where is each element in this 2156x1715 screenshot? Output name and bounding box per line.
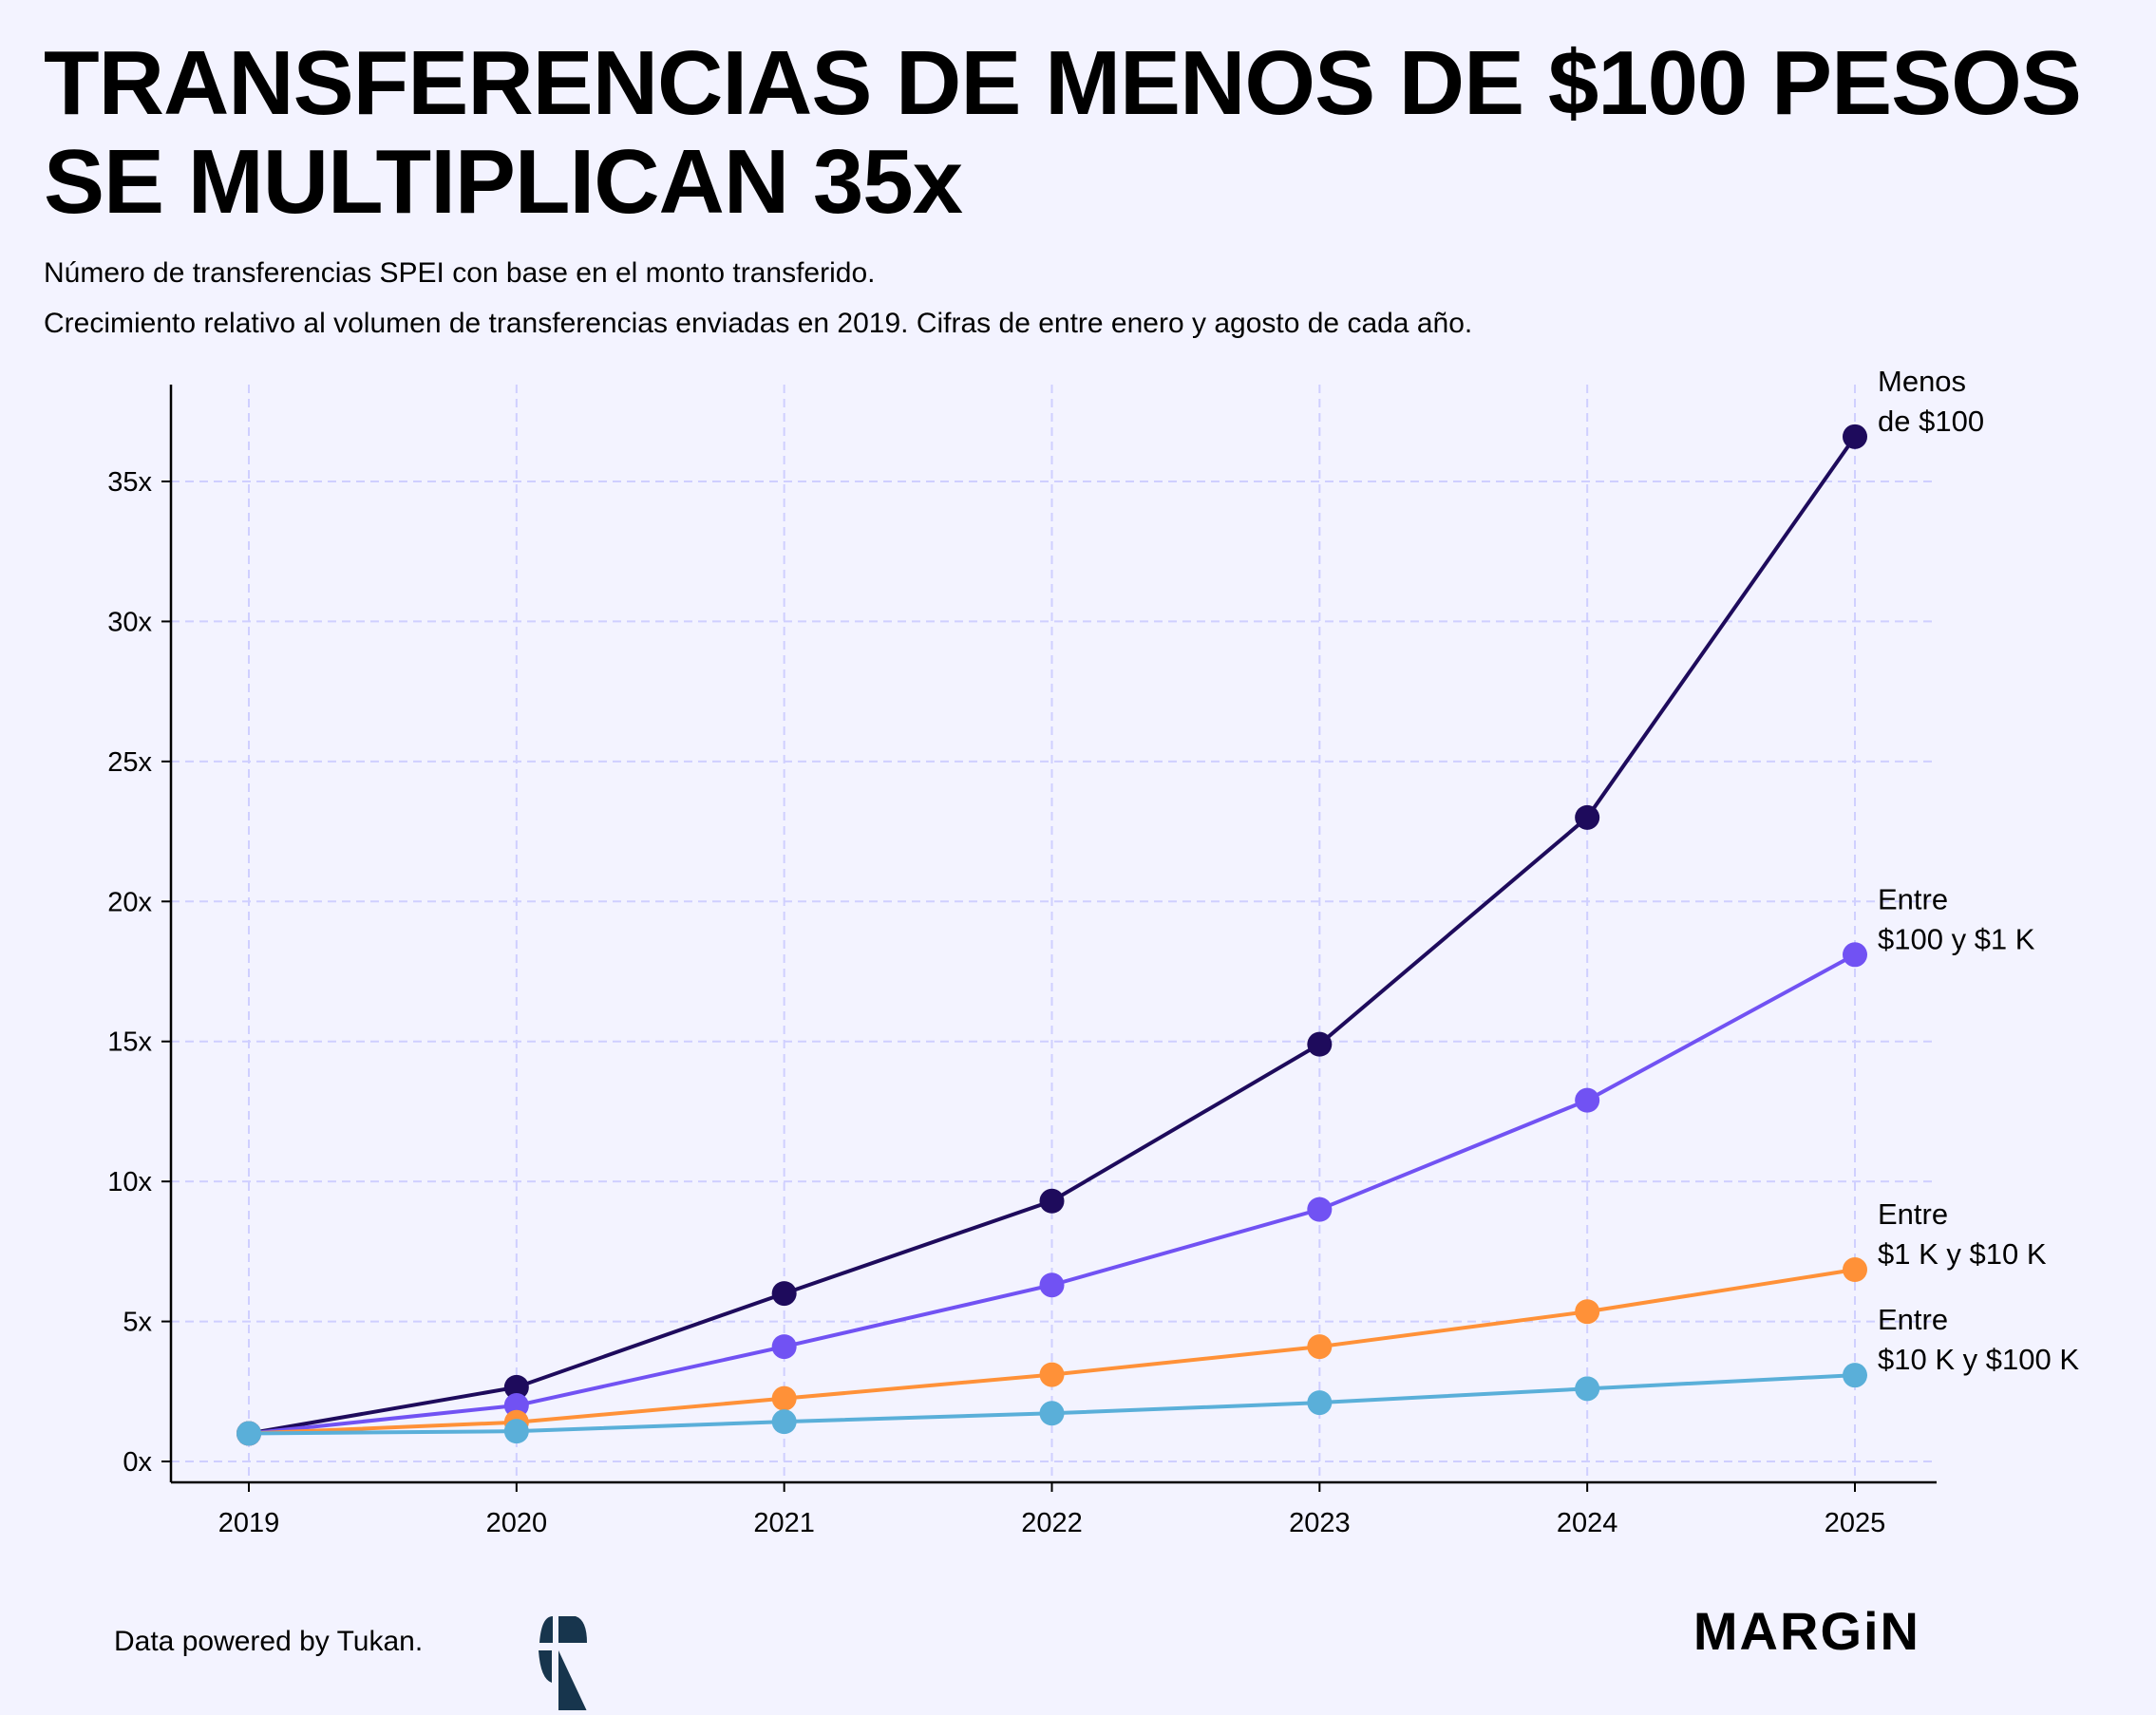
data-point <box>1307 1334 1333 1360</box>
subtitle-line-2: Crecimiento relativo al volumen de trans… <box>44 308 1472 339</box>
series-group: Menos de $100 Entre $100 y $1 K Entre $1 K y … <box>236 365 2079 1446</box>
series-1: Entre $100 y $1 K <box>236 882 2035 1446</box>
chart-title-line-2: SE MULTIPLICAN 35x <box>44 131 963 233</box>
data-point <box>503 1374 529 1400</box>
margin-logo: MARGiN <box>1693 1601 1920 1661</box>
y-tick-label: 0x <box>123 1447 152 1478</box>
series-label-line-2: $1 K y $10 K <box>1878 1237 2047 1271</box>
data-point <box>1575 1299 1600 1325</box>
data-point <box>771 1409 797 1435</box>
y-tick-label: 20x <box>107 887 152 917</box>
y-tick-label: 10x <box>107 1167 152 1197</box>
data-point <box>1307 1390 1333 1416</box>
series-0: Menos de $100 <box>236 365 1984 1446</box>
series-label-line-2: $100 y $1 K <box>1878 922 2035 955</box>
series-label-line-1: Entre <box>1878 882 1948 915</box>
x-tick-label: 2020 <box>486 1508 548 1538</box>
subtitle-line-1: Número de transferencias SPEI con base e… <box>44 257 875 289</box>
chart-title-line-1: TRANSFERENCIAS DE MENOS DE $100 PESOS <box>44 32 2081 134</box>
y-tick-label: 15x <box>107 1027 152 1058</box>
series-label-line-1: Entre <box>1878 1197 1948 1231</box>
x-tick-label: 2021 <box>753 1508 815 1538</box>
y-tick-label: 35x <box>107 467 152 498</box>
series-label-line-1: Entre <box>1878 1303 1948 1336</box>
data-point <box>503 1419 529 1444</box>
y-tick-label: 25x <box>107 747 152 778</box>
data-point <box>1575 1087 1600 1113</box>
data-point <box>1843 942 1867 968</box>
x-tick-label: 2022 <box>1021 1508 1083 1538</box>
data-point <box>771 1385 797 1411</box>
x-tick-label: 2019 <box>218 1508 280 1538</box>
data-point <box>1307 1197 1333 1222</box>
data-point <box>771 1334 797 1360</box>
tukan-logo-icon <box>539 1616 587 1715</box>
data-point <box>1843 1363 1867 1388</box>
series-label-line-2: $10 K y $100 K <box>1878 1343 2079 1376</box>
y-tick-label: 5x <box>123 1308 152 1338</box>
data-point <box>1843 1257 1867 1283</box>
data-point <box>1039 1401 1065 1426</box>
grid <box>171 385 1937 1482</box>
y-tick-label: 30x <box>107 607 152 637</box>
series-3: Entre $10 K y $100 K <box>236 1303 2079 1446</box>
series-label-line-2: de $100 <box>1878 405 1984 438</box>
x-tick-label: 2025 <box>1825 1508 1886 1538</box>
source-text: Data powered by Tukan. <box>114 1626 423 1657</box>
data-point <box>1039 1272 1065 1298</box>
data-point <box>1843 424 1867 449</box>
axes: 2019 2020 2021 2022 2023 2024 2025 0x 5x 10x 15x 20… <box>107 385 1937 1538</box>
series-label-line-1: Menos <box>1878 365 1966 398</box>
x-tick-label: 2023 <box>1289 1508 1351 1538</box>
x-tick-label: 2024 <box>1557 1508 1618 1538</box>
data-point <box>771 1281 797 1307</box>
data-point <box>1039 1188 1065 1214</box>
data-point <box>1039 1362 1065 1387</box>
data-point <box>1575 804 1600 830</box>
data-point <box>1307 1031 1333 1057</box>
data-point <box>1575 1376 1600 1402</box>
data-point <box>236 1421 261 1446</box>
